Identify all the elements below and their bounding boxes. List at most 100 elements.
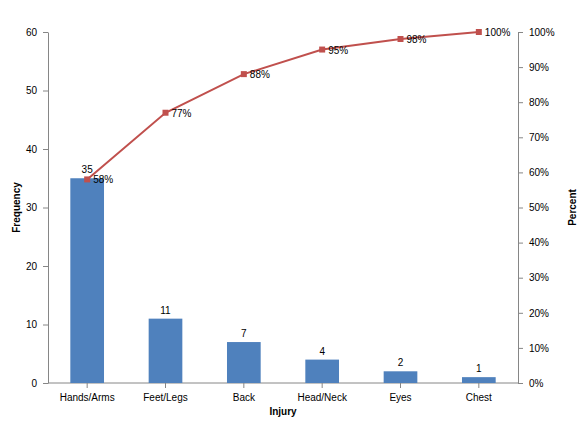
x-tick-label: Feet/Legs (143, 392, 187, 403)
y2-tick-label: 70% (529, 132, 549, 143)
y-tick-mark (43, 208, 48, 209)
y2-tick-mark (518, 313, 523, 314)
y2-tick-mark (518, 67, 523, 68)
y-axis-line (48, 33, 49, 384)
x-tick-mark (243, 383, 244, 388)
y-tick-label: 30 (26, 202, 38, 213)
bar (70, 178, 104, 383)
y2-tick: 30% (518, 272, 549, 283)
y2-tick-mark (518, 243, 523, 244)
y2-tick-mark (518, 208, 523, 209)
x-tick-mark (322, 383, 323, 388)
bar (305, 360, 339, 383)
y-tick: 20 (26, 261, 48, 272)
y2-tick: 20% (518, 308, 549, 319)
data-label: 88% (250, 69, 270, 80)
y-tick-label: 40 (26, 144, 38, 155)
y2-tick-mark (518, 383, 523, 384)
x-tick-label: Eyes (389, 392, 411, 403)
bar (149, 319, 183, 383)
marker (84, 176, 90, 182)
data-label: 58% (93, 174, 113, 185)
y-tick: 40 (26, 144, 48, 155)
y2-tick-label: 90% (529, 62, 549, 73)
y-tick-mark (43, 266, 48, 267)
marker (398, 36, 404, 42)
y2-tick-mark (518, 348, 523, 349)
y-tick-label: 0 (31, 378, 37, 389)
y2-tick-mark (518, 278, 523, 279)
x-axis: Hands/Arms Feet/Legs Back Head/Neck Eyes Ches… (48, 383, 518, 403)
x-tick-mark (165, 383, 166, 388)
x-tick: Chest (466, 383, 492, 403)
y2-tick: 50% (518, 202, 549, 213)
y2-tick-mark (518, 172, 523, 173)
y-tick-mark (43, 91, 48, 92)
x-tick-mark (478, 383, 479, 388)
x-axis-line (48, 383, 518, 384)
y-tick-mark (43, 32, 48, 33)
marker (241, 71, 247, 77)
y2-tick: 100% (518, 27, 555, 38)
y2-tick: 60% (518, 167, 549, 178)
x-tick-label: Back (233, 392, 256, 403)
y-tick-label: 50 (26, 85, 38, 96)
y2-tick: 0% (518, 378, 544, 389)
y-axis: 0 10 20 30 40 50 60 (26, 27, 49, 389)
data-label: 77% (172, 108, 192, 119)
data-label: 11 (160, 305, 171, 316)
x-tick-label: Head/Neck (297, 392, 347, 403)
x-axis-title: Injury (269, 406, 297, 417)
line (87, 32, 479, 179)
data-label: 98% (407, 34, 427, 45)
marker (476, 29, 482, 35)
y2-tick-label: 30% (529, 272, 549, 283)
data-label: 4 (319, 346, 325, 357)
y-tick-mark (43, 325, 48, 326)
marker (163, 110, 169, 116)
y2-tick-label: 100% (529, 27, 555, 38)
data-label: 1 (476, 363, 482, 374)
x-tick-mark (87, 383, 88, 388)
x-tick: Hands/Arms (60, 383, 115, 403)
x-tick-label: Hands/Arms (60, 392, 115, 403)
y2-tick-label: 0% (529, 378, 544, 389)
y2-tick-label: 10% (529, 343, 549, 354)
y-tick: 0 (31, 378, 48, 389)
data-labels: 3511742158%77%88%95%98%100% (82, 27, 511, 374)
y2-tick: 10% (518, 343, 549, 354)
data-label: 95% (328, 45, 348, 56)
plot-area (70, 29, 495, 383)
data-label: 35 (82, 164, 94, 175)
data-label: 7 (241, 328, 247, 339)
marker (319, 47, 325, 53)
y-tick: 30 (26, 202, 48, 213)
x-tick: Back (233, 383, 256, 403)
y-tick: 60 (26, 27, 48, 38)
y-tick-label: 10 (26, 319, 38, 330)
x-tick: Head/Neck (297, 383, 347, 403)
y2-axis-title: Percent (567, 188, 578, 225)
y2-tick-label: 60% (529, 167, 549, 178)
y2-tick-mark (518, 137, 523, 138)
y2-tick-label: 40% (529, 237, 549, 248)
y-axis-title: Frequency (11, 182, 22, 233)
y2-tick: 90% (518, 62, 549, 73)
y-tick-label: 20 (26, 261, 38, 272)
y2-tick-label: 80% (529, 97, 549, 108)
bar (384, 371, 418, 383)
y2-tick-mark (518, 102, 523, 103)
y-tick-mark (43, 149, 48, 150)
x-tick-label: Chest (466, 392, 492, 403)
x-tick: Eyes (389, 383, 411, 403)
y-tick-mark (43, 383, 48, 384)
y2-tick-label: 20% (529, 308, 549, 319)
data-label: 100% (485, 27, 511, 38)
x-tick-mark (400, 383, 401, 388)
bar (227, 342, 261, 383)
y2-tick: 80% (518, 97, 549, 108)
y2-tick: 40% (518, 237, 549, 248)
y2-tick: 70% (518, 132, 549, 143)
x-tick: Feet/Legs (143, 383, 187, 403)
y-tick-label: 60 (26, 27, 38, 38)
